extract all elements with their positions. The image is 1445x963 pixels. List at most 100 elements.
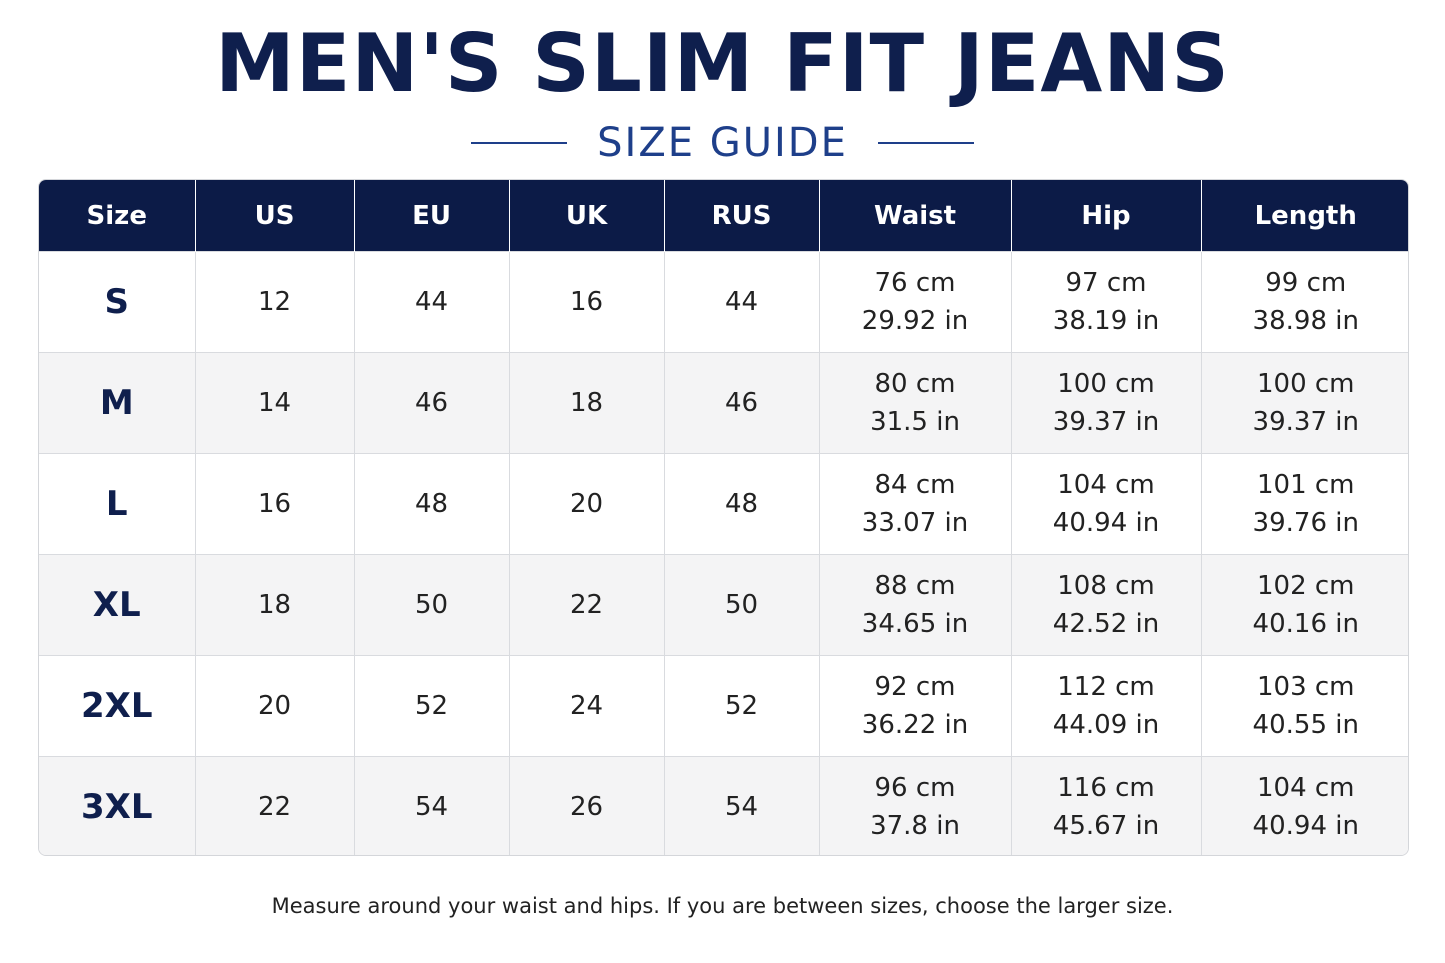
- page-title: MEN'S SLIM FIT JEANS: [215, 17, 1230, 110]
- table-row: S 12 44 16 44 76 cm 29.92 in 97 cm 38.19…: [39, 251, 1408, 353]
- length-in: 38.98 in: [1252, 306, 1359, 336]
- length-cell: 102 cm 40.16 in: [1200, 554, 1408, 656]
- hip-in: 45.67 in: [1052, 811, 1160, 841]
- us-cell: 12: [194, 251, 354, 353]
- table-row: L 16 48 20 48 84 cm 33.07 in 104 cm 40.9…: [39, 453, 1408, 555]
- eu-cell: 52: [353, 655, 509, 757]
- hip-cm: 97 cm: [1065, 268, 1147, 298]
- hip-cm: 112 cm: [1057, 672, 1155, 702]
- hip-cm: 108 cm: [1057, 571, 1155, 601]
- size-cell: XL: [39, 554, 195, 656]
- waist-in: 31.5 in: [870, 407, 960, 437]
- hip-cell: 97 cm 38.19 in: [1010, 251, 1201, 353]
- table-row: 2XL 20 52 24 52 92 cm 36.22 in 112 cm 44…: [39, 655, 1408, 757]
- waist-cell: 88 cm 34.65 in: [818, 554, 1011, 656]
- rus-cell: 52: [663, 655, 819, 757]
- waist-cell: 92 cm 36.22 in: [818, 655, 1011, 757]
- size-cell: L: [39, 453, 195, 555]
- length-in: 39.76 in: [1252, 508, 1359, 538]
- uk-cell: 22: [508, 554, 664, 656]
- waist-cm: 96 cm: [874, 773, 956, 803]
- hip-cell: 112 cm 44.09 in: [1010, 655, 1201, 757]
- column-header-uk: UK: [508, 180, 664, 252]
- us-cell: 14: [194, 352, 354, 454]
- eu-cell: 48: [353, 453, 509, 555]
- length-in: 40.16 in: [1252, 609, 1359, 639]
- subtitle-row: SIZE GUIDE: [0, 116, 1445, 170]
- hip-cell: 108 cm 42.52 in: [1010, 554, 1201, 656]
- column-header-size: Size: [39, 180, 195, 252]
- length-cell: 104 cm 40.94 in: [1200, 756, 1408, 855]
- table-row: 3XL 22 54 26 54 96 cm 37.8 in 116 cm 45.…: [39, 756, 1408, 855]
- waist-cm: 92 cm: [874, 672, 956, 702]
- waist-cell: 84 cm 33.07 in: [818, 453, 1011, 555]
- column-header-waist: Waist: [818, 180, 1011, 252]
- waist-cell: 96 cm 37.8 in: [818, 756, 1011, 855]
- size-cell: M: [39, 352, 195, 454]
- length-in: 40.55 in: [1252, 710, 1359, 740]
- size-table: Size US EU UK RUS Waist Hip Length S 12 …: [38, 179, 1409, 856]
- hip-cell: 104 cm 40.94 in: [1010, 453, 1201, 555]
- hip-cm: 116 cm: [1057, 773, 1155, 803]
- length-cell: 103 cm 40.55 in: [1200, 655, 1408, 757]
- waist-cell: 76 cm 29.92 in: [818, 251, 1011, 353]
- column-header-rus: RUS: [663, 180, 819, 252]
- column-header-hip: Hip: [1010, 180, 1201, 252]
- us-cell: 16: [194, 453, 354, 555]
- hip-cm: 104 cm: [1057, 470, 1155, 500]
- length-cell: 100 cm 39.37 in: [1200, 352, 1408, 454]
- length-cm: 104 cm: [1256, 773, 1355, 803]
- rus-cell: 54: [663, 756, 819, 855]
- size-cell: 3XL: [39, 756, 195, 855]
- hip-cell: 116 cm 45.67 in: [1010, 756, 1201, 855]
- column-header-eu: EU: [353, 180, 509, 252]
- eu-cell: 46: [353, 352, 509, 454]
- uk-cell: 18: [508, 352, 664, 454]
- eu-cell: 50: [353, 554, 509, 656]
- waist-in: 36.22 in: [861, 710, 969, 740]
- length-cell: 99 cm 38.98 in: [1200, 251, 1408, 353]
- length-cm: 103 cm: [1256, 672, 1355, 702]
- subtitle-left-rule: [471, 142, 568, 144]
- length-cm: 100 cm: [1256, 369, 1355, 399]
- size-cell: S: [39, 251, 195, 353]
- hip-in: 44.09 in: [1052, 710, 1160, 740]
- size-cell: 2XL: [39, 655, 195, 757]
- us-cell: 22: [194, 756, 354, 855]
- length-cm: 99 cm: [1265, 268, 1347, 298]
- page-subtitle: SIZE GUIDE: [597, 120, 848, 166]
- length-cm: 102 cm: [1256, 571, 1355, 601]
- uk-cell: 26: [508, 756, 664, 855]
- hip-in: 38.19 in: [1052, 306, 1160, 336]
- table-row: XL 18 50 22 50 88 cm 34.65 in 108 cm 42.…: [39, 554, 1408, 656]
- length-cm: 101 cm: [1256, 470, 1355, 500]
- table-row: M 14 46 18 46 80 cm 31.5 in 100 cm 39.37…: [39, 352, 1408, 454]
- hip-cm: 100 cm: [1057, 369, 1155, 399]
- waist-cell: 80 cm 31.5 in: [818, 352, 1011, 454]
- waist-cm: 80 cm: [874, 369, 956, 399]
- hip-cell: 100 cm 39.37 in: [1010, 352, 1201, 454]
- eu-cell: 44: [353, 251, 509, 353]
- length-in: 39.37 in: [1252, 407, 1359, 437]
- length-in: 40.94 in: [1252, 811, 1359, 841]
- column-header-us: US: [194, 180, 354, 252]
- waist-cm: 76 cm: [874, 268, 956, 298]
- rus-cell: 44: [663, 251, 819, 353]
- subtitle-right-rule: [877, 142, 974, 144]
- uk-cell: 20: [508, 453, 664, 555]
- rus-cell: 46: [663, 352, 819, 454]
- uk-cell: 16: [508, 251, 664, 353]
- hip-in: 39.37 in: [1052, 407, 1160, 437]
- eu-cell: 54: [353, 756, 509, 855]
- us-cell: 18: [194, 554, 354, 656]
- waist-cm: 88 cm: [874, 571, 956, 601]
- rus-cell: 50: [663, 554, 819, 656]
- table-header-row: Size US EU UK RUS Waist Hip Length: [39, 180, 1408, 252]
- length-cell: 101 cm 39.76 in: [1200, 453, 1408, 555]
- waist-in: 29.92 in: [861, 306, 969, 336]
- waist-in: 34.65 in: [861, 609, 969, 639]
- rus-cell: 48: [663, 453, 819, 555]
- uk-cell: 24: [508, 655, 664, 757]
- waist-in: 33.07 in: [861, 508, 969, 538]
- us-cell: 20: [194, 655, 354, 757]
